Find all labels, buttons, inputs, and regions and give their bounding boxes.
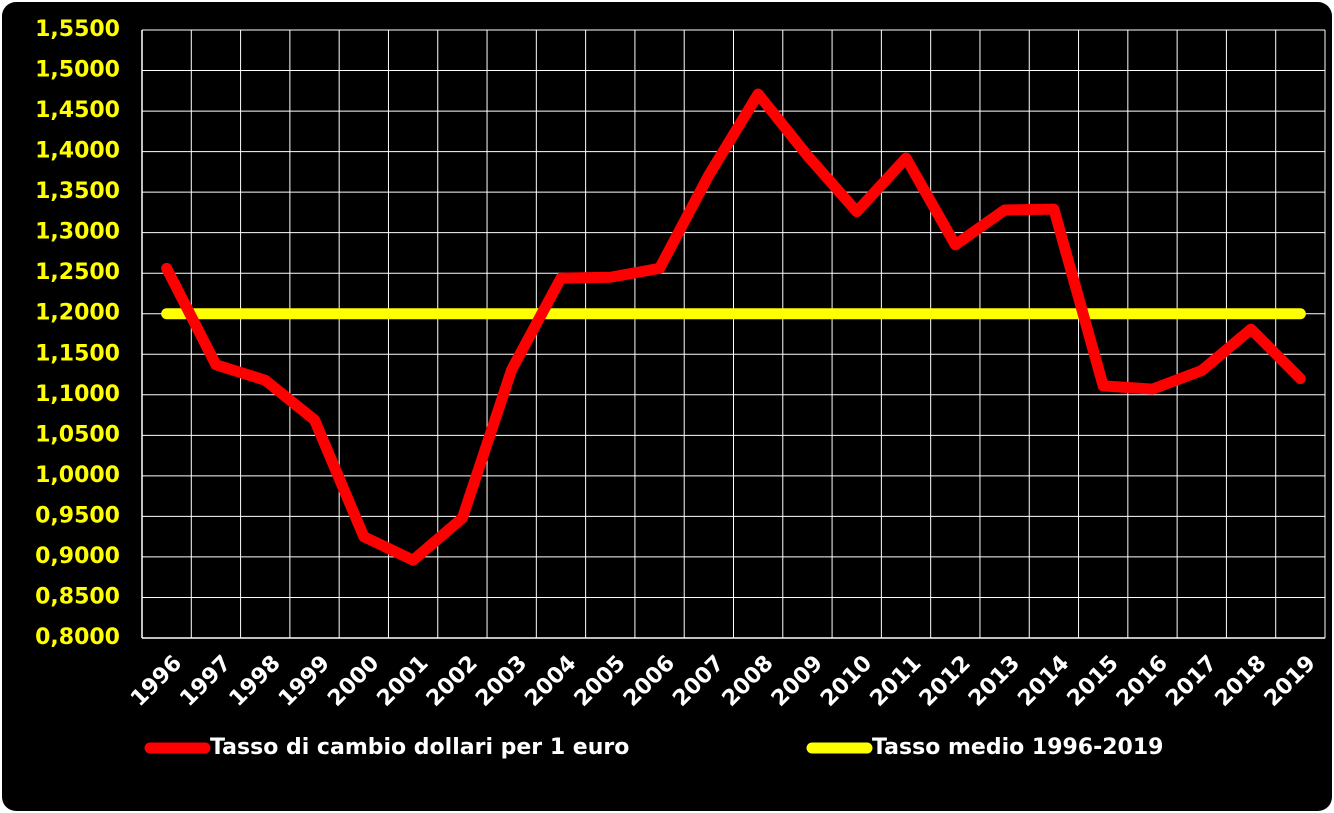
y-tick-label: 0,9500	[35, 503, 120, 528]
legend-label: Tasso di cambio dollari per 1 euro	[210, 735, 629, 760]
y-tick-label: 1,5500	[35, 17, 120, 42]
y-tick-label: 0,9000	[35, 544, 120, 569]
y-tick-label: 0,8000	[35, 625, 120, 650]
y-tick-label: 1,2000	[35, 301, 120, 326]
y-tick-label: 1,0500	[35, 422, 120, 447]
y-tick-label: 1,1500	[35, 341, 120, 366]
series-line	[161, 88, 1306, 566]
y-tick-label: 1,1000	[35, 382, 120, 407]
legend-label: Tasso medio 1996-2019	[872, 735, 1163, 760]
y-tick-label: 0,8500	[35, 584, 120, 609]
y-tick-label: 1,4500	[35, 98, 120, 123]
y-tick-label: 1,0000	[35, 463, 120, 488]
y-tick-label: 1,3500	[35, 179, 120, 204]
y-tick-label: 1,4000	[35, 139, 120, 164]
y-tick-label: 1,2500	[35, 260, 120, 285]
y-tick-label: 1,3000	[35, 220, 120, 245]
y-tick-label: 1,5000	[35, 58, 120, 83]
